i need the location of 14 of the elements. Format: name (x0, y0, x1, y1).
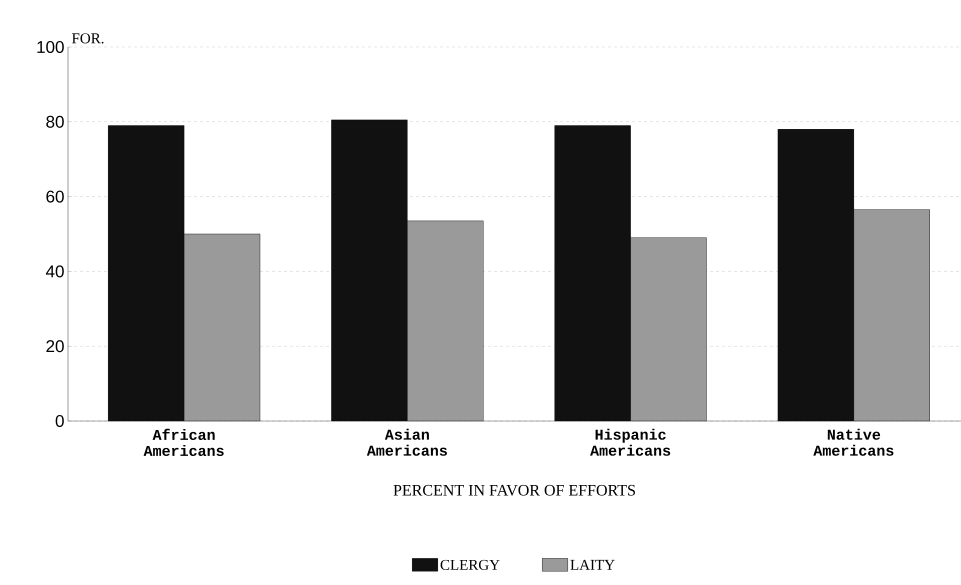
y-tick-label: 40 (46, 265, 64, 278)
text: FOR. (72, 33, 104, 44)
y-tick-label: 80 (46, 116, 64, 128)
y-tick-label: 20 (46, 340, 64, 352)
x-tick-label: African Americans (144, 428, 224, 456)
legend-label: CLERGY (440, 560, 500, 570)
y-tick-label: 0 (56, 414, 64, 428)
legend-label: LAITY (570, 560, 615, 570)
x-tick-label: Native Americans (813, 428, 894, 456)
y-tick-label: 60 (46, 190, 64, 203)
x-tick-label: Asian Americans (366, 428, 447, 456)
x-axis-title: PERCENT IN FAVOR OF EFFORTS (393, 484, 635, 496)
x-tick-label: Hispanic Americans (590, 428, 670, 456)
y-tick-label: 100 (37, 40, 64, 54)
